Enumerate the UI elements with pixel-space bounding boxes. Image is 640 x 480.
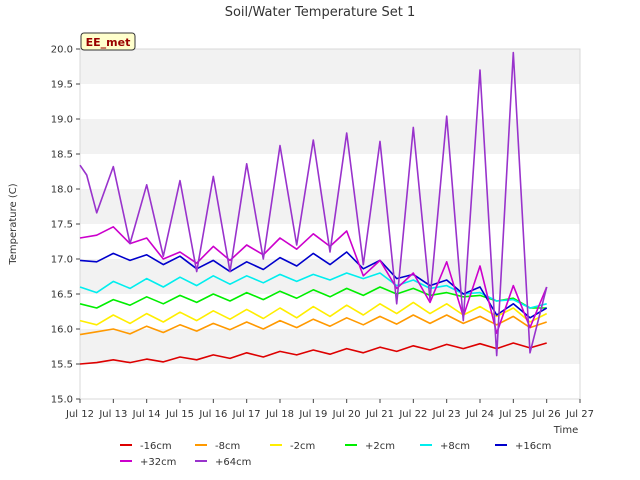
series-line-2cm [79,286,547,309]
legend-label: +2cm [365,441,395,452]
y-tick-label: 15.5 [51,360,73,371]
station-tag-label: EE_met [86,36,131,49]
legend-label: +16cm [515,441,551,452]
x-tick-label: Jul 16 [198,409,227,420]
station-tag: EE_met [80,32,136,51]
grid-band [80,154,580,189]
series-line-32cm [79,226,548,335]
series-line-2cm [79,301,548,326]
series-line-64cm [79,51,548,357]
x-tick-label: Jul 23 [432,409,461,420]
y-tick-label: 17.5 [51,220,73,231]
y-tick-label: 16.0 [51,325,73,336]
x-tick-label: Jul 24 [465,409,494,420]
x-tick-label: Jul 12 [65,409,94,420]
y-axis-label: Temperature (C) [8,183,19,265]
x-tick-label: Jul 20 [332,409,361,420]
x-tick-label: Jul 26 [532,409,561,420]
x-tick-label: Jul 19 [298,409,327,420]
y-tick-label: 17.0 [51,255,73,266]
legend-label: -2cm [290,441,315,452]
x-axis: Jul 12 Jul 13 Jul 14 Jul 15 Jul 16 Jul 17 Jul … [65,399,594,420]
y-tick-label: 15.0 [51,395,73,406]
grid-band [80,119,580,154]
legend-label: -16cm [140,441,172,452]
x-tick-label: Jul 27 [565,409,594,420]
grid-band [80,294,580,329]
series-line-16cm [79,342,547,365]
x-tick-label: Jul 13 [98,409,127,420]
y-tick-label: 19.0 [51,115,73,126]
series-line-8cm [79,272,547,309]
plot-background-bands [80,49,580,399]
x-tick-label: Jul 25 [498,409,527,420]
grid-band [80,189,580,224]
x-tick-label: Jul 14 [132,409,161,420]
legend: -16cm -8cm -2cm +2cm +8cm +16cm +32cm +64cm [120,441,551,468]
x-tick-label: Jul 15 [165,409,194,420]
series-line-16cm [79,251,548,319]
legend-label: +8cm [440,441,470,452]
x-tick-label: Jul 17 [232,409,261,420]
y-tick-label: 20.0 [51,45,73,56]
chart-title: Soil/Water Temperature Set 1 [225,5,416,20]
legend-label: +32cm [140,457,176,468]
station-tag-box [80,32,136,51]
y-tick-label: 18.5 [51,150,73,161]
y-axis: 15.0 15.5 16.0 16.5 17.0 17.5 18.0 18.5 19.0 19.5… [51,45,80,406]
grid-band [80,364,580,399]
x-tick-label: Jul 22 [398,409,427,420]
y-tick-label: 16.5 [51,290,73,301]
series-lines [79,51,548,365]
grid-band [80,49,580,84]
x-tick-label: Jul 21 [365,409,394,420]
grid-band [80,84,580,119]
series-line-8cm [79,314,547,336]
legend-label: -8cm [215,441,240,452]
y-tick-label: 19.5 [51,80,73,91]
legend-label: +64cm [215,457,251,468]
grid-band [80,224,580,259]
x-tick-label: Jul 18 [265,409,294,420]
x-axis-label: Time [553,425,578,436]
y-tick-label: 18.0 [51,185,73,196]
